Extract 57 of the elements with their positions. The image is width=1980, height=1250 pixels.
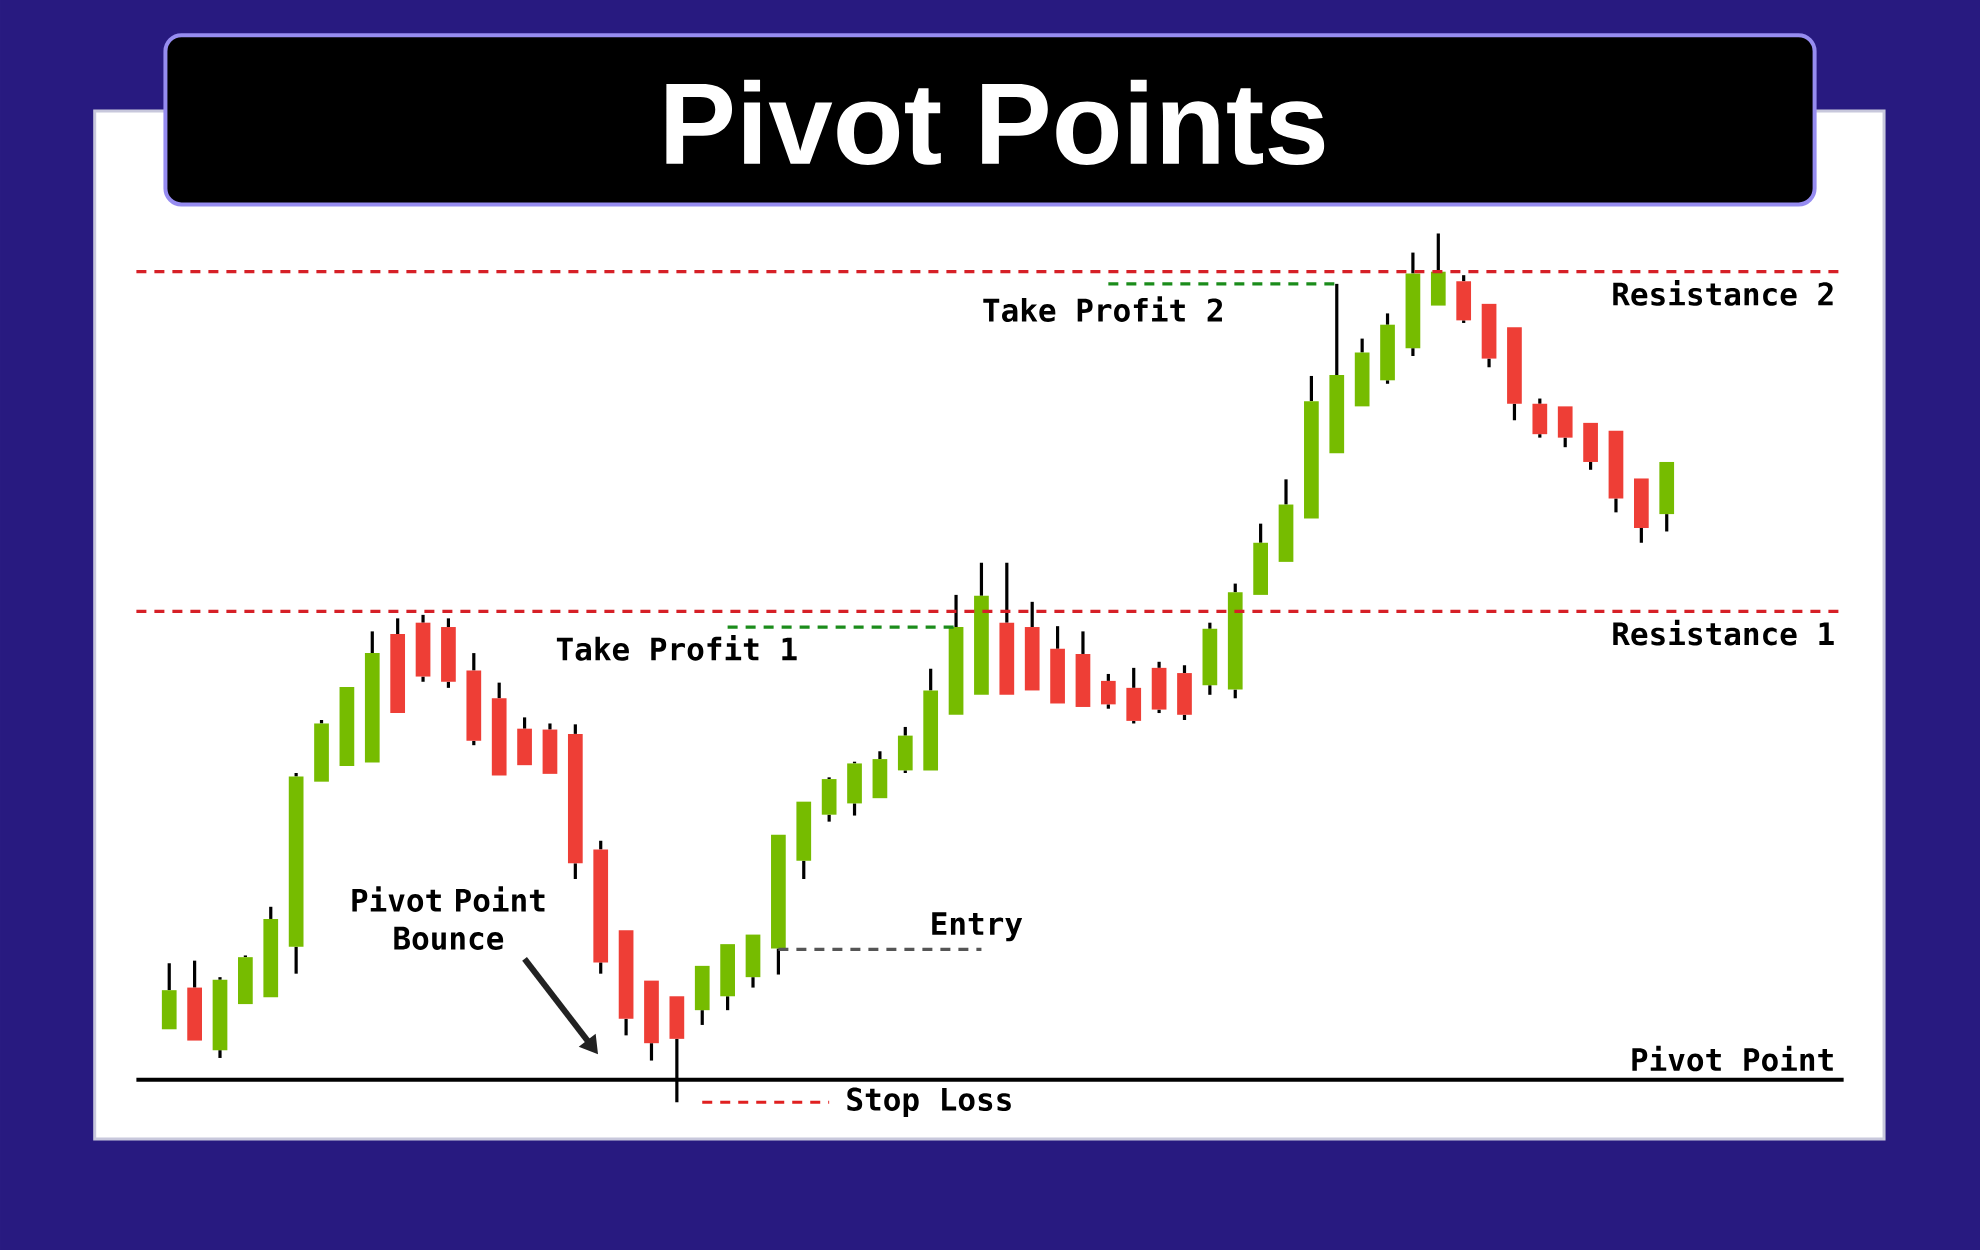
candlestick bbox=[212, 977, 228, 1058]
series-label: Entry bbox=[932, 912, 1023, 942]
candlestick bbox=[618, 930, 634, 1036]
candlestick bbox=[1100, 672, 1116, 709]
candlestick bbox=[1075, 631, 1091, 707]
candlestick bbox=[644, 980, 659, 1061]
candlestick bbox=[1430, 233, 1446, 306]
candlestick bbox=[339, 686, 355, 767]
candlestick bbox=[1507, 327, 1522, 421]
candlestick bbox=[1050, 626, 1065, 704]
candlestick bbox=[415, 613, 431, 682]
candlestick bbox=[517, 717, 532, 766]
candlestick bbox=[1608, 430, 1624, 513]
candlestick bbox=[720, 944, 735, 1012]
ref-line-label: Resistance 2 bbox=[1613, 280, 1833, 306]
candlestick bbox=[1278, 479, 1294, 562]
candlestick bbox=[923, 668, 939, 771]
candlestick bbox=[542, 723, 558, 774]
candlestick bbox=[1304, 374, 1319, 519]
candlestick bbox=[1202, 622, 1218, 695]
candlestick bbox=[745, 934, 761, 988]
candlestick bbox=[771, 834, 786, 975]
candlestick bbox=[1481, 303, 1497, 368]
candlestick bbox=[897, 725, 913, 773]
candlestick bbox=[1583, 422, 1598, 470]
series-label: Take Profit 2 bbox=[983, 296, 1222, 322]
candlestick bbox=[1253, 523, 1268, 595]
candlestick bbox=[694, 965, 710, 1025]
candlestick bbox=[390, 618, 406, 714]
chart-title: Pivot Points bbox=[666, 79, 1325, 165]
candlestick bbox=[1380, 313, 1395, 384]
ref-line-label: Pivot Point bbox=[1632, 1045, 1833, 1072]
candlestick bbox=[821, 777, 837, 822]
candlestick bbox=[1659, 461, 1675, 532]
ref-line-label: Resistance 1 bbox=[1613, 619, 1834, 646]
candlestick bbox=[161, 963, 177, 1030]
candlestick bbox=[364, 631, 380, 763]
series-label: Stop Loss bbox=[847, 1087, 1011, 1117]
candlestick bbox=[1354, 338, 1370, 407]
candlestick bbox=[999, 562, 1015, 695]
candlestick bbox=[187, 960, 202, 1041]
candlestick bbox=[948, 593, 964, 715]
candlestick bbox=[263, 906, 279, 998]
candlestick bbox=[1633, 478, 1649, 543]
candlestick bbox=[238, 955, 253, 1005]
candlestick bbox=[491, 682, 507, 776]
candlestick bbox=[1456, 275, 1472, 323]
candlestick bbox=[441, 618, 456, 688]
candlestick bbox=[567, 724, 583, 879]
candlestick bbox=[974, 562, 989, 695]
series-label: Take Profit 1 bbox=[556, 635, 797, 661]
candlestick bbox=[1329, 282, 1345, 454]
candlestick bbox=[1405, 252, 1421, 356]
annotation: Pivot Point Bounce bbox=[352, 886, 545, 950]
candlestick bbox=[872, 751, 888, 799]
candlestick bbox=[796, 801, 812, 879]
candlestick bbox=[1024, 600, 1040, 691]
